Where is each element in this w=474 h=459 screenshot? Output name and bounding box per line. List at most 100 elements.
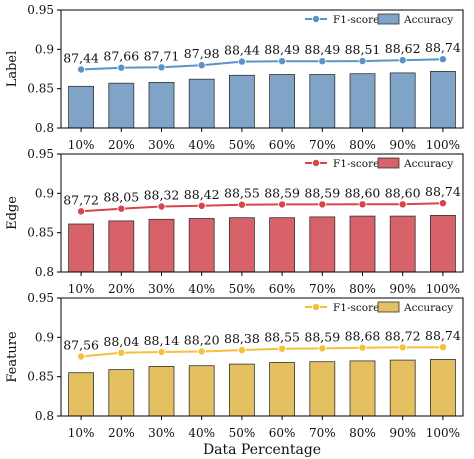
y-tick-label: 0.95 (27, 291, 54, 305)
x-tick-label: 10% (68, 138, 95, 152)
x-tick-label: 90% (389, 138, 416, 152)
f1-data-label: 88,49 (304, 42, 340, 57)
y-tick-label: 0.8 (35, 265, 54, 279)
f1-point (398, 343, 407, 352)
accuracy-bar (309, 74, 336, 129)
f1-data-label: 88,60 (345, 185, 381, 200)
y-tick-label: 0.85 (27, 370, 54, 384)
f1-data-label: 88,55 (264, 330, 300, 345)
plot-frame (60, 9, 464, 129)
f1-point (438, 199, 447, 208)
accuracy-bar (389, 215, 416, 273)
f1-data-label: 88,04 (103, 334, 139, 349)
f1-point (318, 200, 327, 209)
f1-point (278, 57, 287, 66)
accuracy-bar (349, 360, 376, 417)
f1-point (278, 200, 287, 209)
f1-point (278, 344, 287, 353)
f1-point (77, 65, 86, 74)
accuracy-bar (68, 85, 94, 129)
accuracy-bar (108, 220, 135, 273)
f1-data-label: 87,44 (63, 51, 99, 66)
accuracy-bar (68, 223, 94, 273)
legend-entry-accuracy: Accuracy (403, 158, 453, 170)
x-tick-label: 10% (68, 426, 95, 440)
x-tick-label: 60% (269, 426, 296, 440)
accuracy-bar (429, 214, 456, 273)
legend-point-swatch (311, 14, 320, 23)
f1-data-label: 88,74 (425, 184, 461, 199)
f1-point (197, 347, 206, 356)
f1-point (237, 346, 246, 355)
y-tick-label: 0.85 (27, 226, 54, 240)
accuracy-bar (108, 369, 135, 417)
x-tick-label: 20% (108, 138, 135, 152)
f1-data-label: 87,98 (184, 46, 220, 61)
legend-bar-swatch (377, 157, 400, 169)
f1-point (157, 63, 166, 72)
f1-point (157, 347, 166, 356)
f1-data-label: 87,72 (63, 192, 99, 207)
y-tick-label: 0.95 (27, 3, 54, 17)
f1-data-label: 88,42 (184, 187, 220, 202)
y-axis-label: Edge (5, 196, 20, 230)
x-tick-label: 30% (148, 138, 175, 152)
f1-data-label: 87,71 (144, 48, 180, 63)
f1-line (81, 58, 443, 71)
f1-data-label: 88,59 (264, 185, 300, 200)
f1-point (318, 57, 327, 66)
legend-entry-f1: F1-score (333, 302, 379, 314)
f1-point (318, 344, 327, 353)
x-tick-label: 30% (148, 282, 175, 296)
accuracy-bar (188, 78, 215, 129)
x-tick-label: 40% (188, 138, 215, 152)
x-tick-label: 100% (426, 138, 460, 152)
accuracy-bar (148, 218, 175, 273)
f1-point (358, 343, 367, 352)
accuracy-bar (68, 372, 94, 417)
x-tick-label: 100% (426, 282, 460, 296)
x-tick-label: 50% (229, 282, 256, 296)
y-tick-label: 0.9 (35, 330, 54, 344)
f1-point (438, 343, 447, 352)
y-axis-label: Feature (5, 331, 20, 383)
f1-data-label: 87,66 (103, 49, 139, 64)
f1-point (117, 204, 126, 213)
legend-point-swatch (311, 158, 320, 167)
f1-data-label: 88,72 (385, 328, 421, 343)
accuracy-bar (148, 82, 175, 129)
y-tick-label: 0.8 (35, 121, 54, 135)
y-tick-label: 0.85 (27, 82, 54, 96)
x-tick-label: 80% (349, 282, 376, 296)
x-tick-label: 70% (309, 138, 336, 152)
f1-line (81, 346, 443, 358)
f1-data-label: 88,32 (144, 188, 180, 203)
legend-entry-f1: F1-score (333, 158, 379, 170)
x-tick-label: 40% (188, 426, 215, 440)
y-tick-label: 0.8 (35, 409, 54, 423)
f1-line (81, 202, 443, 213)
f1-data-label: 88,20 (184, 333, 220, 348)
f1-data-label: 88,38 (224, 331, 260, 346)
y-axis-label: Label (5, 51, 20, 88)
f1-data-label: 88,62 (385, 41, 421, 56)
legend-bar-swatch (377, 301, 400, 313)
f1-data-label: 88,05 (103, 190, 139, 205)
f1-data-label: 88,51 (345, 42, 381, 57)
plot-frame (60, 153, 464, 273)
x-tick-label: 40% (188, 282, 215, 296)
x-tick-label: 10% (68, 282, 95, 296)
f1-point (358, 57, 367, 66)
x-tick-label: 20% (108, 282, 135, 296)
f1-point (237, 200, 246, 209)
f1-point (237, 57, 246, 66)
f1-data-label: 88,55 (224, 186, 260, 201)
accuracy-bar (228, 363, 255, 417)
y-tick-label: 0.9 (35, 186, 54, 200)
f1-point (398, 56, 407, 65)
legend-point-swatch (311, 302, 320, 311)
f1-point (157, 202, 166, 211)
y-tick-label: 0.9 (35, 42, 54, 56)
f1-data-label: 88,74 (425, 328, 461, 343)
